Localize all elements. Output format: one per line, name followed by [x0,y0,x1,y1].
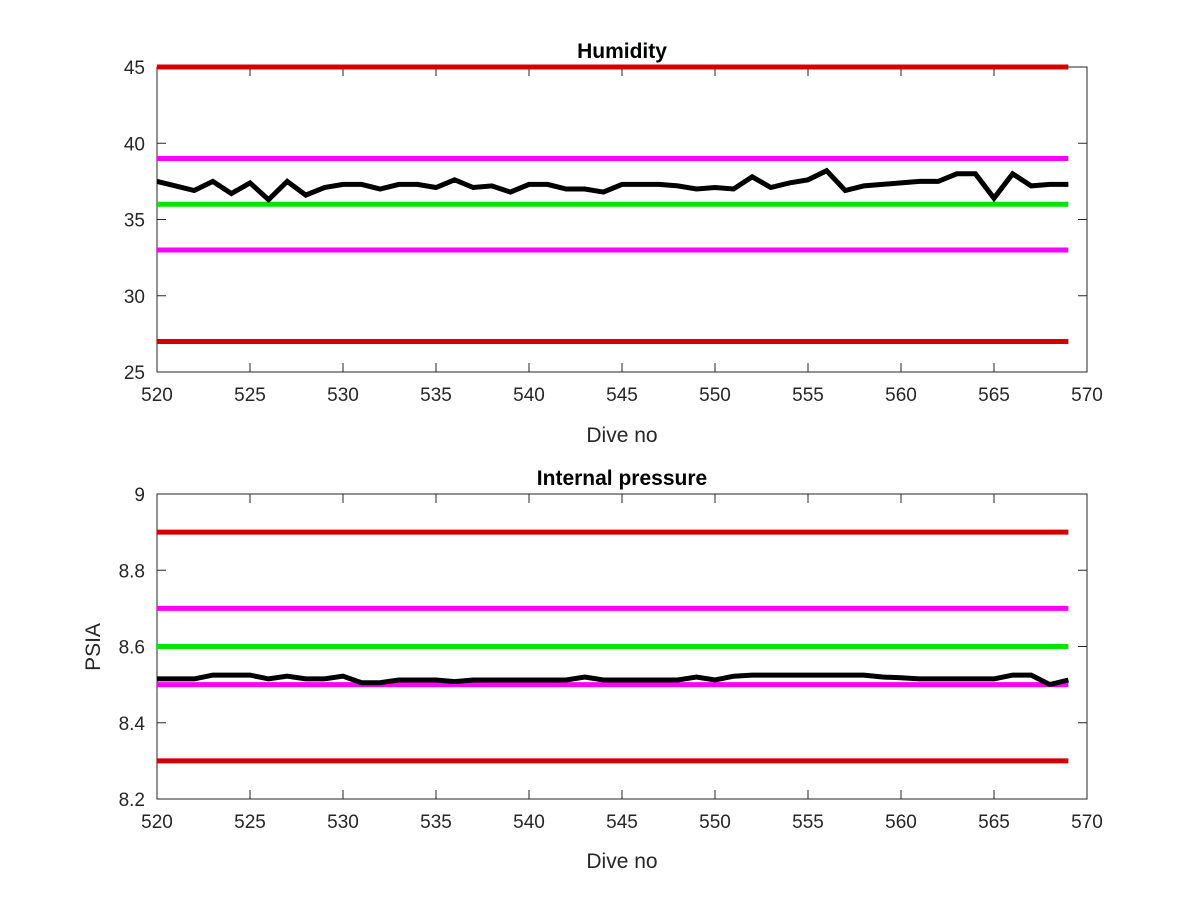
x-tick-label: 535 [420,812,452,833]
y-tick-label: 35 [124,211,145,232]
humidity-reference-lines [157,64,1069,344]
y-tick-label: 8.2 [119,790,145,811]
humidity-x-axis-label: Dive no [586,424,657,447]
pressure-series [157,672,1070,688]
y-tick-label: 8.4 [119,714,146,735]
humidity-panel: 520 525 530 535 540 545 550 555 560 565 570 25 30 35 4… [124,40,1103,447]
y-tick-label: 25 [124,363,145,384]
x-tick-label: 545 [606,812,638,833]
x-tick-label: 520 [141,812,173,833]
pressure-y-axis-label: PSIA [82,623,105,671]
x-tick-label: 550 [699,385,731,406]
y-tick-label: 8.6 [119,638,145,659]
pressure-ticks: 520 525 530 535 540 545 550 555 560 565 570 8.2 8.4 8… [119,485,1103,833]
y-tick-label: 30 [124,287,145,308]
x-tick-label: 560 [885,812,917,833]
y-tick-label: 40 [124,134,145,155]
humidity-title: Humidity [577,40,667,63]
x-tick-label: 565 [978,385,1010,406]
x-tick-label: 520 [141,385,173,406]
x-tick-label: 540 [513,385,545,406]
y-tick-label: 9 [134,485,145,506]
x-tick-label: 555 [792,385,824,406]
pressure-reference-lines [157,529,1069,764]
y-tick-label: 45 [124,58,145,79]
pressure-title: Internal pressure [537,467,707,490]
humidity-plot-area [156,66,1088,373]
humidity-ticks: 520 525 530 535 540 545 550 555 560 565 570 25 30 35 4… [124,58,1103,406]
humidity-series-line [156,167,1069,204]
x-tick-label: 570 [1071,812,1103,833]
x-tick-label: 530 [327,812,359,833]
pressure-x-axis-label: Dive no [586,850,657,873]
pressure-panel: 520 525 530 535 540 545 550 555 560 565 570 8.2 8.4 8… [82,467,1103,873]
x-tick-label: 545 [606,385,638,406]
humidity-series [156,167,1069,204]
x-tick-label: 555 [792,812,824,833]
x-tick-label: 530 [327,385,359,406]
x-tick-label: 570 [1071,385,1103,406]
y-tick-label: 8.8 [119,561,145,582]
x-tick-label: 550 [699,812,731,833]
x-tick-label: 525 [234,812,266,833]
pressure-series-line [157,672,1070,688]
x-tick-label: 540 [513,812,545,833]
x-tick-label: 560 [885,385,917,406]
x-tick-label: 535 [420,385,452,406]
x-tick-label: 525 [234,385,266,406]
x-tick-label: 565 [978,812,1010,833]
